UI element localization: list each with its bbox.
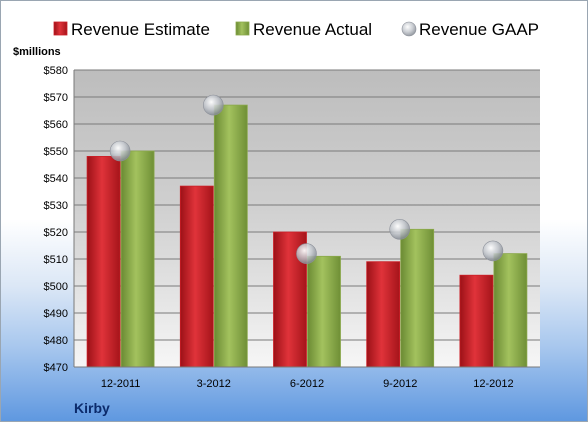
estimate-bar [459, 274, 494, 368]
y-tick-label: $490 [44, 308, 68, 320]
y-axis: $470 $480 $490 $500 $510 $520 $530 $540 $550 $560… [44, 65, 75, 374]
estimate-legend-swatch [53, 21, 68, 36]
gaap-markers [109, 94, 504, 264]
y-tick-label: $500 [44, 281, 68, 293]
y-tick-label: $580 [44, 65, 68, 77]
y-tick-label: $530 [44, 200, 68, 212]
y-tick-label: $550 [44, 146, 68, 158]
gaap-marker [109, 140, 131, 162]
legend-label: Revenue Estimate [71, 20, 210, 39]
x-tick-label: 9-2012 [383, 378, 417, 390]
x-tick-label: 3-2012 [197, 378, 231, 390]
x-axis: 12-2011 3-2012 6-2012 9-2012 12-2012 [74, 366, 540, 390]
company-label: Kirby [74, 400, 110, 416]
x-tick-label: 6-2012 [290, 378, 324, 390]
gaap-legend-swatch [401, 21, 417, 37]
y-tick-label: $510 [44, 254, 68, 266]
estimate-bar [179, 185, 214, 368]
gaap-marker [389, 219, 411, 240]
y-axis-unit-label: $millions [13, 46, 61, 58]
actual-legend-swatch [235, 21, 250, 36]
estimate-bar [86, 155, 121, 368]
actual-bar [213, 104, 248, 368]
y-tick-label: $570 [44, 92, 68, 104]
gaap-marker [296, 243, 317, 264]
legend: Revenue Estimate Revenue Actual Revenue GA… [53, 20, 539, 39]
y-tick-label: $480 [44, 335, 68, 347]
actual-bar [120, 150, 155, 368]
actual-bar [307, 255, 341, 368]
gaap-marker [482, 240, 504, 262]
actual-bar [400, 228, 435, 368]
gaap-marker [203, 94, 224, 116]
actual-bar [493, 253, 528, 368]
y-tick-label: $520 [44, 227, 68, 239]
y-tick-label: $560 [44, 119, 68, 131]
x-tick-label: 12-2012 [473, 378, 513, 390]
x-tick-label: 12-2011 [101, 378, 141, 390]
legend-label: Revenue Actual [253, 20, 372, 39]
estimate-bar [366, 261, 401, 368]
y-tick-label: $540 [44, 173, 68, 185]
bars [86, 104, 528, 368]
legend-label: Revenue GAAP [419, 20, 539, 39]
y-tick-label: $470 [44, 362, 68, 374]
